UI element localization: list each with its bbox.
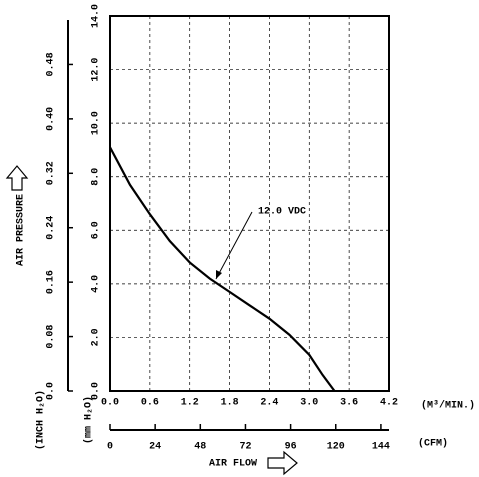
y-tick-label: 8.0 [91, 168, 102, 186]
x-tick-label: 4.2 [380, 398, 398, 409]
y-tick-label: 14.0 [91, 4, 102, 28]
y-label: (mm H₂O) [83, 396, 95, 444]
x-tick-label: 1.8 [221, 398, 239, 409]
y-tick-label: 10.0 [91, 111, 102, 135]
y2-tick-label: 0.48 [46, 52, 57, 76]
x-tick-label: 2.4 [260, 398, 278, 409]
x-tick-label: 3.0 [300, 398, 318, 409]
x2-tick-label: 144 [372, 442, 390, 453]
curve-annotation: 12.0 VDC [258, 207, 306, 218]
x-arrow [267, 450, 298, 476]
y2-tick-label: 0.24 [46, 216, 57, 240]
y-tick-label: 4.0 [91, 275, 102, 293]
x-tick-label: 3.6 [340, 398, 358, 409]
y-arrow [5, 165, 29, 191]
leader-line [215, 211, 253, 280]
x2-tick-label: 96 [285, 442, 297, 453]
x2-tick-label: 48 [194, 442, 206, 453]
y2-tick-label: 0.08 [46, 325, 57, 349]
x-tick-label: 0.6 [141, 398, 159, 409]
leader-arrowhead [216, 270, 222, 279]
x2-tick-label: 0 [107, 442, 113, 453]
x2-label: (CFM) [418, 438, 448, 450]
y2-tick-label: 0.16 [46, 270, 57, 294]
y2-tick-label: 0.0 [46, 382, 57, 400]
y-tick-label: 6.0 [91, 221, 102, 239]
y-tick-label: 0.0 [91, 382, 102, 400]
y2-tick-label: 0.40 [46, 107, 57, 131]
x2-tick-label: 120 [327, 442, 345, 453]
x2-tick-label: 72 [239, 442, 251, 453]
y2-label: (INCH H₂O) [35, 390, 47, 450]
y2-tick-label: 0.32 [46, 161, 57, 185]
y-title: AIR PRESSURE [16, 194, 27, 266]
x-title: AIR FLOW [209, 459, 257, 470]
curve [109, 146, 336, 392]
y-tick-label: 2.0 [91, 328, 102, 346]
y-tick-label: 12.0 [91, 58, 102, 82]
x-tick-label: 0.0 [101, 398, 119, 409]
x-label: (M³/MIN.) [421, 400, 475, 412]
x-tick-label: 1.2 [181, 398, 199, 409]
plot-frame [109, 15, 390, 392]
x2-tick-label: 24 [149, 442, 161, 453]
